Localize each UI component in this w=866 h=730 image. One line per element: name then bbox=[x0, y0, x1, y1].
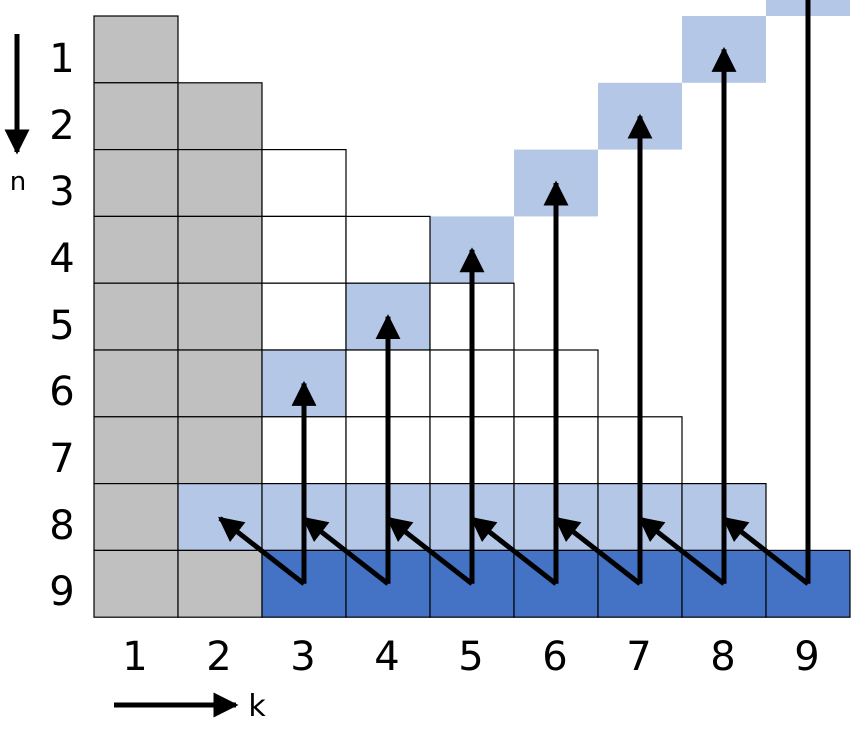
col-label-5: 5 bbox=[458, 634, 483, 680]
column-labels: 1 2 3 4 5 6 7 8 9 bbox=[122, 634, 819, 680]
cell-n3-k3 bbox=[261, 149, 347, 218]
cell-n5-k2 bbox=[177, 282, 263, 351]
cell-n5-k1 bbox=[93, 282, 179, 351]
cell-n7-k2 bbox=[177, 416, 263, 485]
col-label-1: 1 bbox=[122, 634, 147, 680]
col-label-6: 6 bbox=[542, 634, 567, 680]
cell-n3-k2 bbox=[177, 149, 263, 218]
cell-n2-k1 bbox=[93, 82, 179, 151]
col-label-8: 8 bbox=[710, 634, 735, 680]
cell-n3-k1 bbox=[93, 149, 179, 218]
row-label-9: 9 bbox=[49, 569, 74, 615]
n-axis-label: n bbox=[10, 167, 26, 197]
cell-n4-k4 bbox=[345, 215, 431, 284]
cell-n2-k2 bbox=[177, 82, 263, 151]
diagonal-arrow-k7 bbox=[554, 516, 642, 586]
cell-n8-k1 bbox=[93, 483, 179, 552]
col-label-7: 7 bbox=[626, 634, 651, 680]
cell-n5-k3 bbox=[261, 282, 347, 351]
row-label-1: 1 bbox=[49, 36, 74, 82]
row-label-7: 7 bbox=[49, 436, 74, 482]
row-label-6: 6 bbox=[49, 369, 74, 415]
cell-n7-k1 bbox=[93, 416, 179, 485]
cell-n4-k1 bbox=[93, 215, 179, 284]
diagonal-arrow-k6 bbox=[470, 516, 558, 586]
cell-n4-k3 bbox=[261, 215, 347, 284]
col-label-4: 4 bbox=[374, 634, 399, 680]
row-label-2: 2 bbox=[49, 103, 74, 149]
cell-n1-k1 bbox=[93, 15, 179, 84]
row-label-4: 4 bbox=[49, 236, 74, 282]
diagonal-arrow-k5 bbox=[386, 516, 474, 586]
col-label-3: 3 bbox=[290, 634, 315, 680]
diagonal-arrow-k8 bbox=[638, 516, 726, 586]
row-label-3: 3 bbox=[49, 169, 74, 215]
k-axis-label: k bbox=[248, 689, 266, 724]
dependency-arrows bbox=[218, 0, 811, 586]
row-label-8: 8 bbox=[49, 503, 74, 549]
col-label-2: 2 bbox=[206, 634, 231, 680]
cell-n6-k1 bbox=[93, 349, 179, 418]
row-labels: 1 2 3 4 5 6 7 8 9 bbox=[49, 36, 74, 615]
cell-n6-k2 bbox=[177, 349, 263, 418]
diagonal-arrow-k4 bbox=[302, 516, 390, 586]
cell-n4-k2 bbox=[177, 215, 263, 284]
diagonal-arrow-k3 bbox=[218, 516, 306, 586]
diagonal-arrow-k9 bbox=[722, 516, 810, 586]
col-label-9: 9 bbox=[794, 634, 819, 680]
row-label-5: 5 bbox=[49, 303, 74, 349]
cell-n9-k2 bbox=[177, 549, 263, 618]
cell-n9-k1 bbox=[93, 549, 179, 618]
